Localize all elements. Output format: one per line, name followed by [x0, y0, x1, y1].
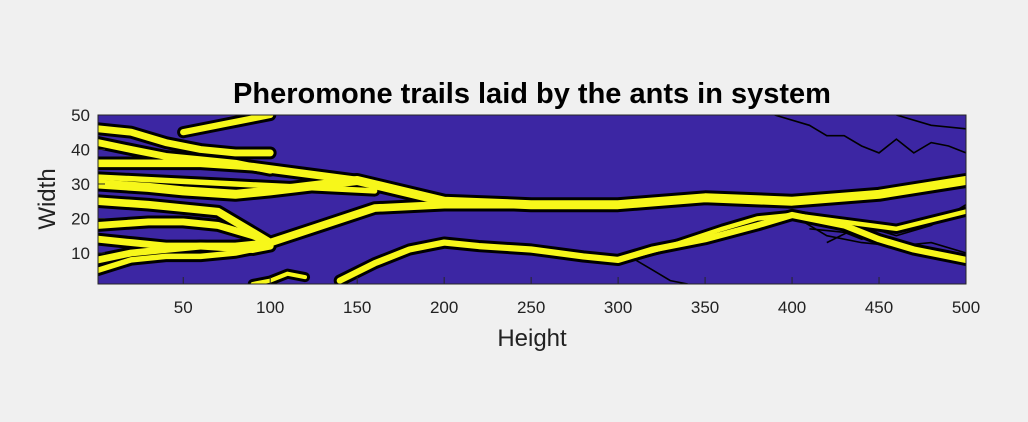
- plot-frame: [97, 114, 967, 285]
- trail-3: [98, 125, 274, 157]
- x-tick-label: 100: [256, 298, 284, 317]
- thin-trail-1: [635, 259, 688, 284]
- trail-5: [98, 218, 274, 247]
- x-tick-label: 250: [517, 298, 545, 317]
- trail-9: [98, 174, 378, 194]
- trail-4: [98, 139, 274, 174]
- thin-trail-0: [774, 115, 966, 154]
- pheromone-trails: [98, 115, 966, 284]
- x-tick-label: 200: [430, 298, 458, 317]
- trail-10: [180, 115, 274, 136]
- y-axis-label: Width: [34, 168, 61, 229]
- y-tick-label: 10: [71, 244, 90, 263]
- trail-13: [250, 271, 308, 284]
- y-tick-label: 50: [71, 106, 90, 125]
- x-tick-label: 500: [952, 298, 980, 317]
- x-axis-label: Height: [497, 325, 567, 352]
- x-tick-label: 150: [343, 298, 371, 317]
- y-axis-ticks: 10 20 30 40 50: [71, 106, 105, 263]
- y-tick-label: 30: [71, 175, 90, 194]
- x-tick-label: 300: [604, 298, 632, 317]
- x-tick-label: 350: [691, 298, 719, 317]
- x-tick-label: 50: [174, 298, 193, 317]
- y-tick-label: 20: [71, 209, 90, 228]
- trail-8: [98, 235, 274, 253]
- trail-12: [615, 209, 966, 263]
- thin-trail-4: [896, 115, 966, 130]
- x-tick-label: 450: [865, 298, 893, 317]
- x-tick-label: 400: [778, 298, 806, 317]
- chart-title: Pheromone trails laid by the ants in sys…: [233, 78, 831, 110]
- x-axis-ticks: 50 100 150 200 250 300 350 400 450 500: [174, 277, 980, 317]
- y-tick-label: 40: [71, 140, 90, 159]
